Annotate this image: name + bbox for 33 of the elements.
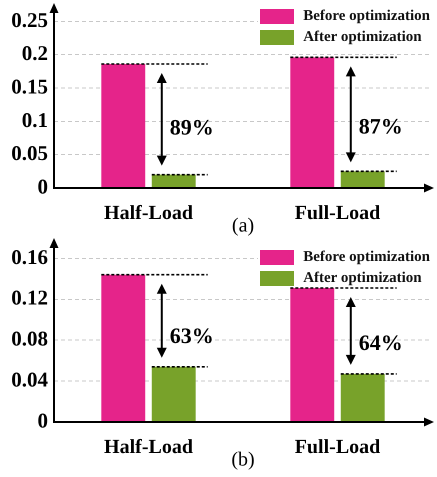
bar <box>340 374 385 422</box>
legend-label: Before optimization <box>303 249 430 266</box>
y-tick-label: 0.05 <box>11 141 48 166</box>
y-tick-label: 0 <box>38 408 48 432</box>
y-tick-label: 0 <box>38 174 48 198</box>
x-tick-label: Full-Load <box>294 202 380 224</box>
x-tick-label: Half-Load <box>104 436 193 458</box>
legend-label: After optimization <box>303 270 422 287</box>
annotation: 89% <box>170 114 214 140</box>
annotation: 64% <box>358 330 403 355</box>
annotation: 87% <box>358 114 403 139</box>
y-tick-label: 0.2 <box>22 41 48 66</box>
x-tick-label: Full-Load <box>294 436 380 458</box>
x-tick-label: Half-Load <box>104 202 193 224</box>
text: (a) <box>232 214 254 236</box>
y-tick-label: 0.08 <box>11 326 48 351</box>
bar <box>340 171 385 188</box>
bar <box>152 174 196 188</box>
bar <box>101 64 146 188</box>
y-tick-label: 0.04 <box>11 368 48 392</box>
bar <box>290 57 334 188</box>
y-tick-label: 0.16 <box>11 244 48 269</box>
text: (b) <box>231 448 255 470</box>
y-tick-label: 0.1 <box>22 108 48 132</box>
legend-label: Before optimization <box>303 8 430 25</box>
annotation: 63% <box>170 322 214 348</box>
legend-label: After optimization <box>303 29 422 46</box>
bar <box>290 288 334 422</box>
y-tick-label: 0.12 <box>11 286 48 310</box>
y-tick-label: 0.25 <box>11 8 48 32</box>
bar <box>152 366 196 422</box>
y-tick-label: 0.15 <box>11 74 48 98</box>
bar <box>101 274 146 422</box>
